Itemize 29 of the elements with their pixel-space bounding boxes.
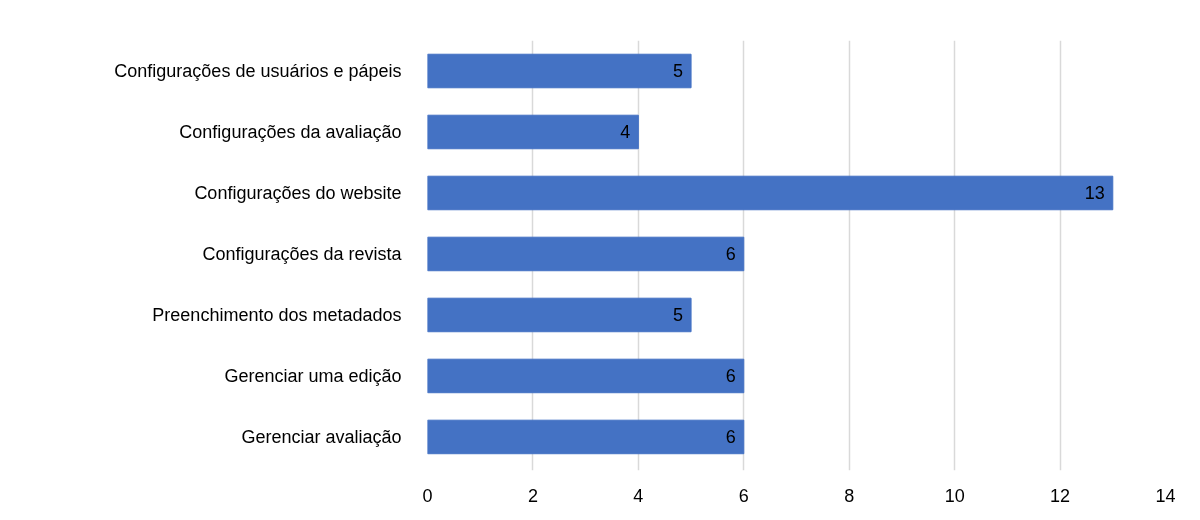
- x-tick-label: 2: [527, 485, 538, 506]
- bar: [427, 297, 692, 333]
- x-tick-label: 0: [422, 485, 433, 506]
- y-tick-label: Configurações da avaliação: [179, 121, 402, 142]
- x-tick-label: 6: [738, 485, 749, 506]
- y-tick-label: Preenchimento dos metadados: [152, 304, 402, 325]
- y-tick-label: Gerenciar avaliação: [241, 426, 402, 447]
- y-tick-label: Gerenciar uma edição: [224, 365, 402, 386]
- x-tick-label: 4: [633, 485, 644, 506]
- data-label: 4: [620, 122, 631, 143]
- x-tick-label: 10: [944, 485, 965, 506]
- data-label: 6: [725, 366, 736, 387]
- bar: [427, 236, 745, 272]
- bar: [427, 53, 692, 89]
- y-tick-label: Configurações do website: [194, 182, 402, 203]
- bar: [427, 358, 745, 394]
- y-tick-label: Configurações da revista: [202, 243, 403, 264]
- x-tick-label: 14: [1155, 485, 1176, 506]
- y-tick-label: Configurações de usuários e pápeis: [114, 61, 402, 81]
- bar: [427, 175, 1114, 211]
- data-label: 13: [1084, 183, 1105, 204]
- data-label: 6: [725, 427, 736, 448]
- x-tick-label: 8: [844, 485, 855, 506]
- data-label: 6: [725, 244, 736, 265]
- x-tick-label: 12: [1050, 485, 1071, 506]
- data-label: 5: [673, 305, 684, 326]
- bar: [427, 419, 745, 455]
- data-label: 5: [673, 61, 684, 82]
- bar: [427, 114, 639, 150]
